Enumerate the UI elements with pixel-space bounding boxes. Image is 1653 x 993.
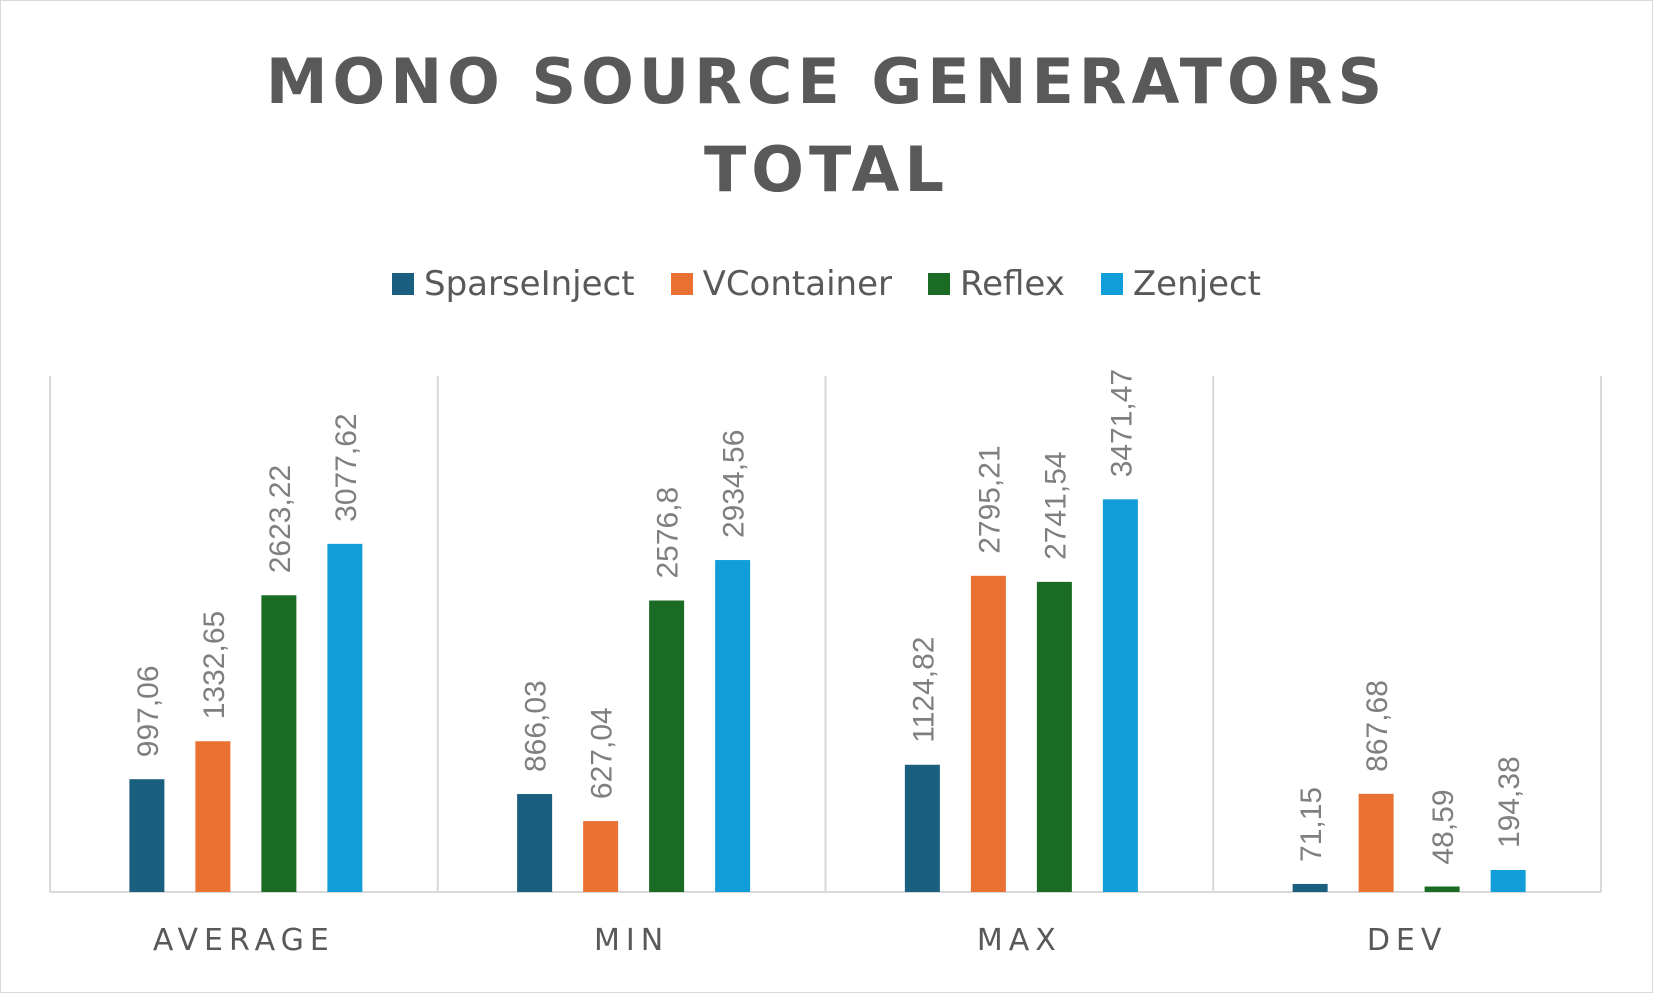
bar-vcontainer-max [970, 575, 1006, 892]
data-label-vcontainer-max: 2795,21 [973, 445, 1006, 553]
legend-swatch-vcontainer [670, 273, 693, 295]
legend-swatch-reflex [927, 273, 950, 295]
bar-reflex-dev [1424, 886, 1460, 892]
data-label-sparseinject-average: 997,06 [132, 665, 165, 757]
bar-reflex-max [1036, 581, 1072, 892]
legend-item-zenject[interactable]: Zenject [1100, 264, 1262, 304]
bar-sparseinject-max [904, 764, 940, 892]
bar-zenject-min [715, 560, 751, 892]
legend-label-vcontainer: VContainer [702, 264, 892, 304]
legend-swatch-sparseinject [391, 273, 414, 295]
legend-label-sparseinject: SparseInject [423, 264, 635, 304]
bar-vcontainer-min [583, 821, 619, 892]
legend-item-sparseinject[interactable]: SparseInject [391, 264, 635, 304]
bar-sparseinject-min [517, 794, 553, 892]
category-label-average: AVERAGE [153, 923, 335, 958]
category-label-min: MIN [594, 923, 669, 958]
bar-zenject-dev [1490, 870, 1526, 892]
legend-item-reflex[interactable]: Reflex [927, 264, 1065, 304]
data-label-vcontainer-dev: 867,68 [1361, 680, 1394, 772]
bar-sparseinject-average [129, 779, 165, 892]
data-label-zenject-average: 3077,62 [330, 413, 363, 521]
chart-title-line-1: MONO SOURCE GENERATORS [265, 45, 1388, 118]
legend-item-vcontainer[interactable]: VContainer [670, 264, 892, 304]
category-label-max: MAX [977, 923, 1062, 958]
data-label-sparseinject-min: 866,03 [520, 680, 553, 772]
legend-label-zenject: Zenject [1132, 264, 1262, 304]
data-label-zenject-dev: 194,38 [1493, 756, 1526, 848]
data-label-sparseinject-max: 1124,82 [907, 637, 940, 743]
data-label-zenject-min: 2934,56 [718, 430, 751, 538]
data-label-reflex-min: 2576,8 [652, 487, 685, 579]
chart-title: MONO SOURCE GENERATORS TOTAL [0, 38, 1653, 214]
bar-sparseinject-dev [1292, 883, 1328, 892]
data-label-reflex-max: 2741,54 [1039, 451, 1072, 559]
data-label-reflex-average: 2623,22 [264, 465, 297, 573]
legend-label-reflex: Reflex [959, 264, 1065, 304]
bar-zenject-max [1102, 499, 1138, 892]
data-label-zenject-max: 3471,47 [1105, 369, 1138, 477]
chart-title-line-2: TOTAL [704, 133, 949, 206]
bar-reflex-min [649, 600, 685, 892]
data-label-vcontainer-min: 627,04 [586, 707, 619, 799]
data-label-reflex-dev: 48,59 [1427, 789, 1460, 864]
data-label-vcontainer-average: 1332,65 [198, 611, 231, 719]
legend-swatch-zenject [1100, 273, 1123, 295]
data-label-sparseinject-dev: 71,15 [1295, 787, 1328, 862]
bar-vcontainer-average [195, 741, 231, 892]
chart-legend: SparseInject VContainer Reflex Zenject [0, 264, 1653, 304]
bar-reflex-average [261, 595, 297, 892]
bar-zenject-average [327, 543, 363, 892]
bar-vcontainer-dev [1358, 793, 1394, 892]
category-label-dev: DEV [1367, 923, 1448, 958]
